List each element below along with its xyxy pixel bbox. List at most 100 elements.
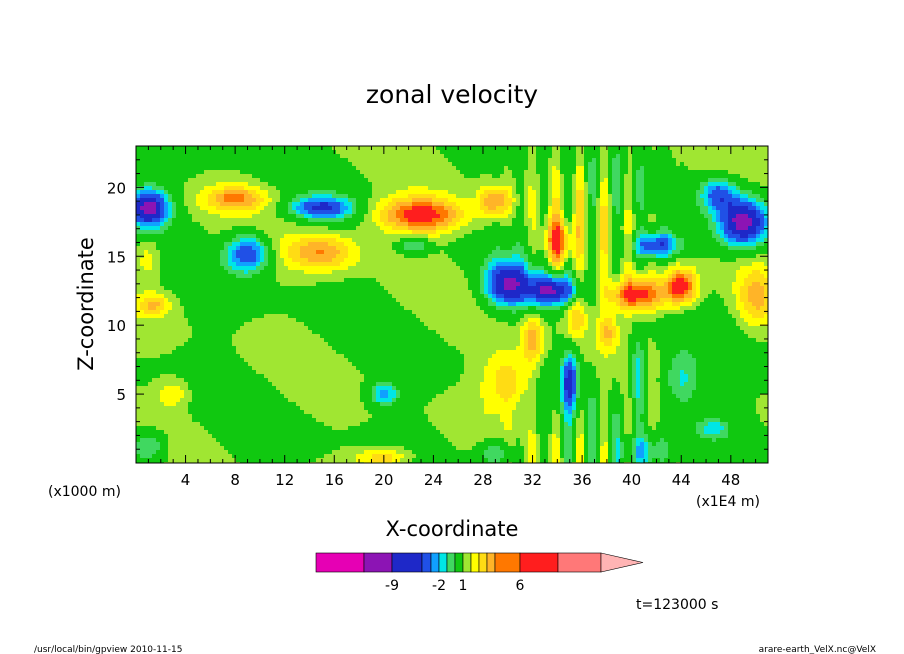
field-cell <box>404 234 409 239</box>
field-cell <box>392 242 397 247</box>
field-cell <box>692 170 697 175</box>
field-cell <box>492 222 497 227</box>
field-cell <box>320 230 325 235</box>
field-cell <box>360 166 365 171</box>
field-cell <box>692 186 697 191</box>
field-cell <box>384 234 389 239</box>
field-cell <box>604 166 609 171</box>
field-cell <box>728 198 733 203</box>
field-cell <box>572 198 577 203</box>
field-cell <box>332 238 337 243</box>
field-cell <box>556 162 561 167</box>
field-cell <box>416 166 421 171</box>
field-cell <box>276 166 281 171</box>
field-cell <box>420 162 425 167</box>
field-cell <box>520 182 525 187</box>
field-cell <box>252 158 257 163</box>
field-cell <box>212 266 217 271</box>
field-cell <box>748 166 753 171</box>
field-cell <box>380 162 385 167</box>
field-cell <box>180 202 185 207</box>
field-cell <box>524 238 529 243</box>
field-cell <box>500 242 505 247</box>
field-cell <box>748 158 753 163</box>
field-cell <box>192 226 197 231</box>
field-cell <box>748 182 753 187</box>
field-cell <box>140 226 145 231</box>
field-cell <box>736 186 741 191</box>
field-cell <box>404 158 409 163</box>
field-cell <box>724 170 729 175</box>
field-cell <box>356 166 361 171</box>
field-cell <box>724 258 729 263</box>
field-cell <box>620 154 625 159</box>
field-cell <box>340 202 345 207</box>
field-cell <box>220 186 225 191</box>
field-cell <box>720 166 725 171</box>
field-cell <box>420 270 425 275</box>
field-cell <box>544 226 549 231</box>
field-cell <box>244 234 249 239</box>
field-cell <box>672 162 677 167</box>
field-cell <box>616 162 621 167</box>
field-cell <box>568 162 573 167</box>
field-cell <box>752 226 757 231</box>
field-cell <box>624 202 629 207</box>
field-cell <box>424 166 429 171</box>
field-cell <box>356 266 361 271</box>
field-cell <box>496 206 501 211</box>
field-cell <box>284 158 289 163</box>
field-cell <box>408 158 413 163</box>
field-cell <box>288 166 293 171</box>
field-cell <box>632 150 637 155</box>
field-cell <box>500 258 505 263</box>
field-cell <box>560 158 565 163</box>
field-cell <box>592 194 597 199</box>
field-cell <box>712 194 717 199</box>
field-cell <box>636 154 641 159</box>
field-cell <box>144 190 149 195</box>
field-cell <box>216 218 221 223</box>
field-cell <box>764 186 769 191</box>
field-cell <box>204 222 209 227</box>
field-cell <box>676 214 681 219</box>
field-cell <box>716 170 721 175</box>
field-cell <box>572 194 577 199</box>
field-cell <box>472 222 477 227</box>
field-cell <box>328 162 333 167</box>
field-cell <box>628 214 633 219</box>
field-cell <box>644 266 649 271</box>
field-cell <box>464 238 469 243</box>
field-cell <box>336 154 341 159</box>
field-cell <box>328 206 333 211</box>
field-cell <box>632 174 637 179</box>
field-cell <box>728 170 733 175</box>
field-cell <box>356 178 361 183</box>
field-cell <box>164 154 169 159</box>
field-cell <box>292 146 297 151</box>
field-cell <box>512 170 517 175</box>
field-cell <box>728 206 733 211</box>
field-cell <box>220 270 225 275</box>
field-cell <box>236 174 241 179</box>
field-cell <box>176 166 181 171</box>
field-cell <box>276 266 281 271</box>
field-cell <box>336 258 341 263</box>
field-cell <box>384 246 389 251</box>
field-cell <box>540 242 545 247</box>
field-cell <box>376 174 381 179</box>
field-cell <box>480 178 485 183</box>
field-cell <box>296 206 301 211</box>
field-cell <box>312 226 317 231</box>
field-cell <box>540 222 545 227</box>
field-cell <box>216 234 221 239</box>
field-cell <box>360 190 365 195</box>
field-cell <box>712 222 717 227</box>
field-cell <box>356 234 361 239</box>
field-cell <box>484 174 489 179</box>
field-cell <box>240 254 245 259</box>
field-cell <box>620 218 625 223</box>
field-cell <box>720 202 725 207</box>
field-cell <box>184 214 189 219</box>
field-cell <box>412 214 417 219</box>
